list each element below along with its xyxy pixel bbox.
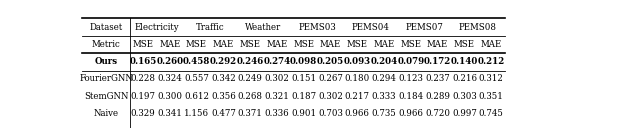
Text: 0.260: 0.260 <box>156 57 183 66</box>
Text: 0.342: 0.342 <box>211 74 236 83</box>
Text: Metric: Metric <box>92 40 120 49</box>
Text: 0.151: 0.151 <box>291 74 316 83</box>
Text: 0.312: 0.312 <box>479 74 504 83</box>
Text: MSE: MSE <box>401 40 421 49</box>
Text: MSE: MSE <box>132 40 154 49</box>
Text: MAE: MAE <box>159 40 180 49</box>
Text: 0.172: 0.172 <box>424 57 451 66</box>
Text: 0.745: 0.745 <box>479 109 504 118</box>
Text: MAE: MAE <box>427 40 448 49</box>
Text: 0.302: 0.302 <box>318 92 343 101</box>
Text: MSE: MSE <box>239 40 260 49</box>
Text: 0.303: 0.303 <box>452 92 477 101</box>
Text: 0.217: 0.217 <box>345 92 370 101</box>
Text: 0.735: 0.735 <box>372 109 396 118</box>
Text: 0.079: 0.079 <box>397 57 424 66</box>
Text: 0.289: 0.289 <box>425 92 450 101</box>
Text: 0.204: 0.204 <box>371 57 397 66</box>
Text: 0.324: 0.324 <box>157 74 182 83</box>
Text: 0.997: 0.997 <box>452 109 477 118</box>
Text: 0.612: 0.612 <box>184 92 209 101</box>
Text: 0.268: 0.268 <box>237 92 262 101</box>
Text: MSE: MSE <box>347 40 368 49</box>
Text: 0.333: 0.333 <box>372 92 396 101</box>
Text: MSE: MSE <box>293 40 314 49</box>
Text: 0.336: 0.336 <box>264 109 289 118</box>
Text: 0.184: 0.184 <box>398 92 424 101</box>
Text: 0.267: 0.267 <box>318 74 343 83</box>
Text: MAE: MAE <box>212 40 234 49</box>
Text: 0.205: 0.205 <box>317 57 344 66</box>
Text: 0.557: 0.557 <box>184 74 209 83</box>
Text: Traffic: Traffic <box>196 23 224 32</box>
Text: 0.165: 0.165 <box>129 57 157 66</box>
Text: PEMS04: PEMS04 <box>352 23 390 32</box>
Text: 0.123: 0.123 <box>398 74 423 83</box>
Text: 0.249: 0.249 <box>237 74 262 83</box>
Text: 0.458: 0.458 <box>183 57 211 66</box>
Text: 0.966: 0.966 <box>345 109 370 118</box>
Text: 0.098: 0.098 <box>290 57 317 66</box>
Text: 0.180: 0.180 <box>344 74 370 83</box>
Text: MAE: MAE <box>481 40 502 49</box>
Text: 0.720: 0.720 <box>425 109 450 118</box>
Text: Dataset: Dataset <box>90 23 123 32</box>
Text: 0.341: 0.341 <box>157 109 182 118</box>
Text: 0.329: 0.329 <box>131 109 156 118</box>
Text: 0.292: 0.292 <box>210 57 237 66</box>
Text: PEMS03: PEMS03 <box>298 23 336 32</box>
Text: 0.302: 0.302 <box>264 74 289 83</box>
Text: 0.274: 0.274 <box>263 57 291 66</box>
Text: FourierGNN: FourierGNN <box>79 74 133 83</box>
Text: 0.093: 0.093 <box>344 57 371 66</box>
Text: MAE: MAE <box>320 40 341 49</box>
Text: 0.212: 0.212 <box>477 57 505 66</box>
Text: 0.300: 0.300 <box>157 92 182 101</box>
Text: MSE: MSE <box>454 40 475 49</box>
Text: 0.197: 0.197 <box>131 92 156 101</box>
Text: 0.216: 0.216 <box>452 74 477 83</box>
Text: 0.966: 0.966 <box>398 109 423 118</box>
Text: 0.703: 0.703 <box>318 109 343 118</box>
Text: 0.901: 0.901 <box>291 109 316 118</box>
Text: 0.477: 0.477 <box>211 109 236 118</box>
Text: Ours: Ours <box>95 57 118 66</box>
Text: 0.294: 0.294 <box>372 74 397 83</box>
Text: PEMS07: PEMS07 <box>405 23 443 32</box>
Text: 0.246: 0.246 <box>237 57 264 66</box>
Text: MAE: MAE <box>266 40 287 49</box>
Text: 0.356: 0.356 <box>211 92 236 101</box>
Text: Weather: Weather <box>245 23 282 32</box>
Text: 1.156: 1.156 <box>184 109 209 118</box>
Text: 0.237: 0.237 <box>425 74 450 83</box>
Text: MAE: MAE <box>373 40 395 49</box>
Text: 0.187: 0.187 <box>291 92 316 101</box>
Text: 0.140: 0.140 <box>451 57 478 66</box>
Text: 0.351: 0.351 <box>479 92 504 101</box>
Text: 0.371: 0.371 <box>237 109 262 118</box>
Text: StemGNN: StemGNN <box>84 92 128 101</box>
Text: Electricity: Electricity <box>134 23 179 32</box>
Text: Naive: Naive <box>93 109 118 118</box>
Text: 0.228: 0.228 <box>131 74 156 83</box>
Text: MSE: MSE <box>186 40 207 49</box>
Text: PEMS08: PEMS08 <box>459 23 497 32</box>
Text: 0.321: 0.321 <box>264 92 289 101</box>
